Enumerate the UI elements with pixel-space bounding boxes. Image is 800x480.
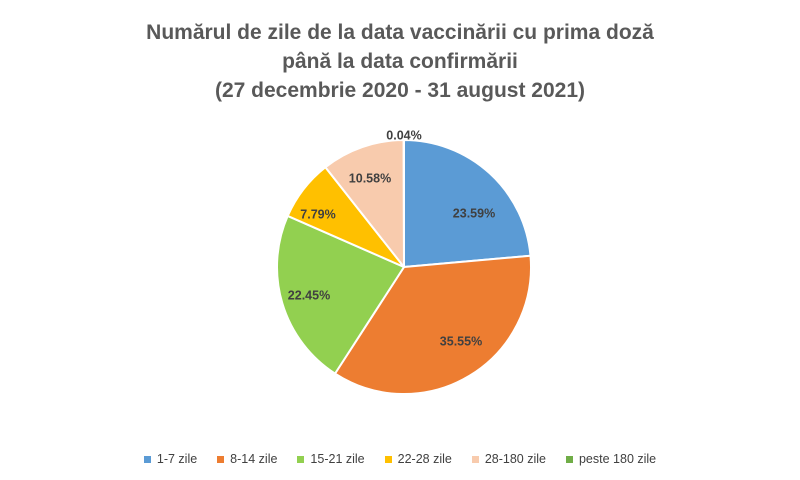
legend-item-2: 8-14 zile <box>217 452 277 466</box>
legend-label-2: 8-14 zile <box>230 452 278 466</box>
legend-label-4: 22-28 zile <box>397 452 452 466</box>
legend-swatch-6 <box>565 455 573 463</box>
legend-label-5: 28-180 zile <box>484 452 546 466</box>
legend-item-5: 28-180 zile <box>471 452 546 466</box>
pie-slice-5 <box>324 139 405 268</box>
chart-legend: 1-7 zile 8-14 zile 15-21 zile 22-28 zile 28-… <box>0 452 800 466</box>
data-label-4: 7.79% <box>300 207 335 221</box>
pie-slices <box>276 138 532 395</box>
data-label-1: 23.59% <box>453 206 495 220</box>
legend-item-1: 1-7 zile <box>143 452 198 466</box>
pie-slice-1 <box>403 139 532 268</box>
legend-swatch-2 <box>217 455 225 463</box>
pie-data-labels: 23.59% 35.55% 22.45% 7.79% 10.58% 0.04% <box>288 128 495 348</box>
chart-title-line-1: Numărul de zile de la data vaccinării cu… <box>146 21 654 44</box>
legend-label-6: peste 180 zile <box>578 452 657 466</box>
legend-swatch-3 <box>297 455 305 463</box>
legend-item-6: peste 180 zile <box>565 452 657 466</box>
legend-item-4: 22-28 zile <box>384 452 452 466</box>
legend-label-3: 15-21 zile <box>310 452 365 466</box>
legend-swatch-5 <box>471 455 479 463</box>
data-label-3: 22.45% <box>288 288 330 302</box>
data-label-2: 35.55% <box>440 334 482 348</box>
chart-title-line-3: (27 decembrie 2020 - 31 august 2021) <box>214 79 586 102</box>
pie-slice-2 <box>334 254 532 395</box>
data-label-6: 0.04% <box>386 128 421 142</box>
chart-title: Numărul de zile de la data vaccinării cu… <box>0 18 800 105</box>
chart-title-line-2: până la data confirmării <box>282 50 518 73</box>
data-label-5: 10.58% <box>349 171 391 185</box>
legend-swatch-4 <box>384 455 392 463</box>
legend-label-1: 1-7 zile <box>156 452 198 466</box>
legend-swatch-1 <box>143 455 151 463</box>
pie-slice-3 <box>276 214 405 375</box>
legend-item-3: 15-21 zile <box>297 452 365 466</box>
